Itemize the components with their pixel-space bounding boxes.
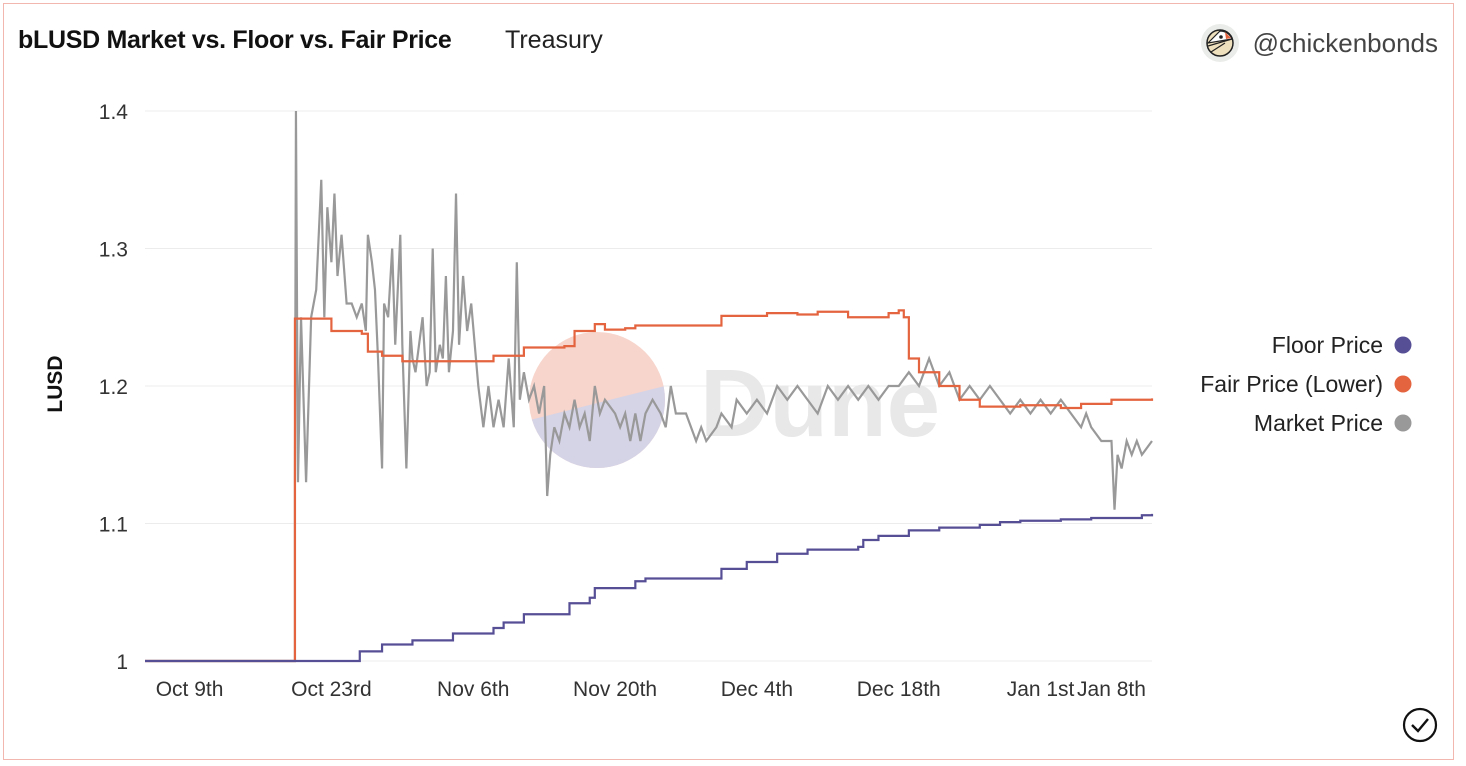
- x-tick-label: Nov 6th: [437, 678, 509, 701]
- chart-subtitle[interactable]: Treasury: [505, 26, 603, 54]
- legend-swatch: [1394, 336, 1412, 354]
- series-line-floor-price: [145, 513, 1154, 663]
- x-tick-label: Jan 1st: [1007, 678, 1075, 701]
- y-tick-label: 1.3: [99, 239, 128, 262]
- legend-item[interactable]: Floor Price: [1272, 332, 1412, 358]
- y-axis-label: LUSD: [44, 355, 67, 412]
- y-tick-label: 1.4: [99, 101, 129, 124]
- check-circle-icon[interactable]: [1402, 707, 1438, 748]
- legend-item[interactable]: Market Price: [1254, 410, 1412, 436]
- legend-label: Fair Price (Lower): [1200, 371, 1383, 397]
- x-tick-label: Oct 9th: [156, 678, 224, 701]
- owner-link[interactable]: @chickenbonds: [1200, 24, 1438, 62]
- series-line-fair-price-lower: [145, 309, 1154, 663]
- x-tick-label: Dec 18th: [857, 678, 941, 701]
- y-tick-label: 1: [116, 651, 128, 674]
- chicken-avatar-icon: [1200, 24, 1239, 62]
- legend-swatch: [1394, 375, 1412, 393]
- chart-card: [3, 3, 1454, 760]
- series-line-market-price: [145, 110, 1153, 663]
- legend-label: Market Price: [1254, 410, 1383, 436]
- x-tick-label: Dec 4th: [721, 678, 793, 701]
- x-tick-label: Jan 8th: [1077, 678, 1146, 701]
- legend-item[interactable]: Fair Price (Lower): [1200, 371, 1412, 397]
- y-tick-label: 1.2: [99, 376, 128, 399]
- y-tick-label: 1.1: [99, 514, 128, 537]
- chart-title: bLUSD Market vs. Floor vs. Fair Price: [18, 26, 452, 54]
- x-tick-label: Oct 23rd: [291, 678, 372, 701]
- x-tick-label: Nov 20th: [573, 678, 657, 701]
- legend-swatch: [1394, 414, 1412, 432]
- legend-label: Floor Price: [1272, 332, 1383, 358]
- owner-handle: @chickenbonds: [1252, 27, 1438, 58]
